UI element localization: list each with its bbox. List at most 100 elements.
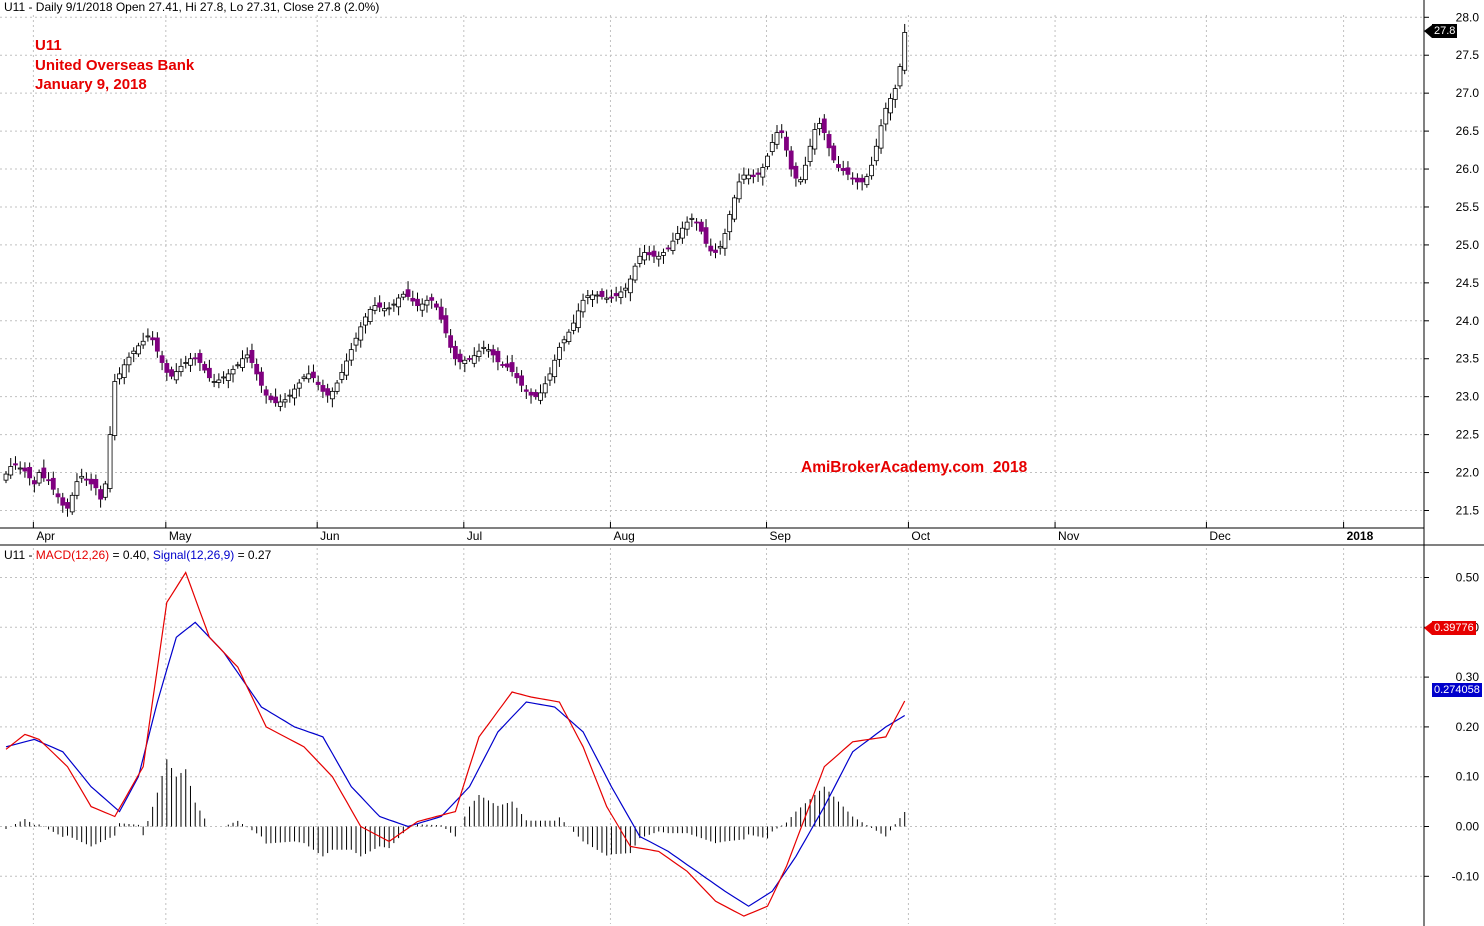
candle-down	[708, 245, 714, 252]
price-y-tick-label: 24.5	[1456, 276, 1480, 290]
x-tick-label: Oct	[911, 529, 930, 543]
candle-down	[55, 493, 61, 498]
candle-down	[793, 165, 799, 179]
price-y-tick-label: 27.0	[1456, 86, 1480, 100]
candle-down	[646, 252, 652, 256]
candle-down	[325, 388, 331, 396]
candle-up	[282, 399, 288, 403]
candle-down	[826, 134, 832, 149]
candle-down	[855, 177, 860, 183]
macd-y-tick-label: 0.20	[1456, 720, 1480, 734]
candle-up	[486, 349, 491, 352]
x-tick-label: Dec	[1209, 529, 1230, 543]
candle-up	[632, 265, 638, 281]
last-price-tag: 27.8	[1432, 24, 1458, 38]
candle-up	[339, 371, 345, 380]
candle-down	[859, 177, 865, 183]
candle-up	[746, 174, 752, 180]
macd-header-prefix: U11 -	[4, 548, 36, 562]
candle-up	[675, 233, 681, 240]
candle-up	[112, 381, 118, 436]
candle-down	[320, 385, 326, 392]
candle-up	[717, 246, 723, 249]
price-y-tick-label: 23.5	[1456, 352, 1480, 366]
candle-down	[651, 250, 657, 257]
candle-down	[202, 363, 208, 371]
candle-up	[869, 164, 874, 177]
candle-up	[145, 335, 151, 338]
candle-up	[107, 434, 113, 489]
candle-up	[476, 350, 482, 358]
candle-up	[178, 365, 184, 373]
candle-down	[528, 391, 534, 396]
candle-down	[197, 353, 203, 363]
candle-up	[637, 255, 643, 264]
candle-up	[888, 98, 893, 114]
price-y-tick-label: 21.5	[1456, 504, 1480, 518]
candle-down	[164, 363, 170, 373]
candle-down	[13, 463, 18, 466]
candle-up	[79, 475, 85, 479]
candle-down	[268, 395, 274, 401]
candle-up	[183, 362, 189, 364]
candle-up	[538, 392, 543, 401]
candle-down	[755, 172, 761, 175]
candle-down	[311, 371, 316, 379]
candle-up	[74, 481, 80, 496]
candle-up	[542, 383, 548, 394]
candle-up	[670, 240, 676, 251]
candle-up	[557, 346, 562, 360]
x-tick-label: Aug	[613, 529, 634, 543]
title-company: United Overseas Bank	[35, 56, 195, 74]
candle-down	[467, 358, 472, 360]
candle-up	[400, 293, 406, 298]
candle-up	[722, 233, 728, 249]
candle-up	[623, 287, 629, 291]
macd-histogram	[5, 759, 906, 857]
candle-up	[287, 394, 293, 397]
candle-up	[17, 467, 23, 470]
candle-down	[154, 337, 160, 352]
candle-down	[22, 467, 28, 472]
candle-up	[802, 164, 808, 181]
candle-up	[873, 145, 879, 162]
chart-title-block: U11 United Overseas Bank January 9, 2018	[35, 36, 194, 95]
candle-down	[533, 392, 539, 398]
candle-down	[273, 396, 279, 404]
candle-up	[8, 466, 14, 476]
candle-up	[277, 401, 283, 407]
candle-down	[192, 357, 198, 360]
candle-up	[817, 123, 822, 130]
price-tag-pointer	[1424, 25, 1432, 38]
candle-down	[784, 136, 789, 151]
candle-down	[259, 371, 264, 386]
candle-up	[396, 297, 401, 308]
candle-down	[504, 363, 510, 368]
candle-down	[410, 297, 416, 302]
candle-up	[216, 379, 222, 383]
macd-y-tick-label: -0.10	[1452, 869, 1480, 883]
candle-up	[552, 359, 558, 378]
candle-up	[741, 174, 747, 180]
candle-up	[481, 346, 487, 349]
candle-up	[367, 309, 373, 322]
candle-down	[788, 150, 794, 170]
candle-down	[249, 349, 255, 363]
candle-up	[301, 376, 307, 379]
candle-up	[221, 376, 226, 379]
candle-up	[334, 382, 340, 392]
candle-down	[490, 349, 496, 356]
candle-up	[292, 388, 297, 399]
candle-up	[131, 350, 137, 354]
candle-down	[779, 130, 785, 134]
candle-up	[661, 252, 666, 256]
candle-up	[807, 145, 813, 163]
price-header: U11 - Daily 9/1/2018 Open 27.41, Hi 27.8…	[4, 0, 380, 14]
price-y-tick-label: 25.5	[1456, 200, 1480, 214]
candle-down	[599, 290, 605, 297]
candle-down	[60, 497, 66, 506]
candle-up	[571, 322, 576, 331]
candle-up	[102, 483, 108, 498]
candle-up	[590, 294, 595, 300]
macd-y-tick-label: 0.30	[1456, 670, 1480, 684]
